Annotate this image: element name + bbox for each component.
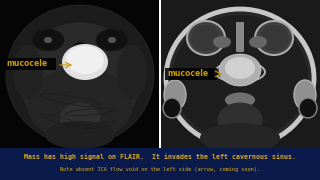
Ellipse shape <box>294 80 316 110</box>
Ellipse shape <box>117 44 147 100</box>
Text: mucocele: mucocele <box>167 69 208 78</box>
Bar <box>159 0 161 148</box>
Ellipse shape <box>96 29 128 51</box>
Ellipse shape <box>28 68 132 143</box>
Ellipse shape <box>71 42 89 62</box>
Ellipse shape <box>249 36 267 48</box>
Ellipse shape <box>32 29 64 51</box>
Ellipse shape <box>259 25 289 51</box>
Ellipse shape <box>166 9 314 147</box>
Ellipse shape <box>225 93 255 107</box>
Ellipse shape <box>60 103 100 133</box>
Ellipse shape <box>163 98 181 118</box>
Ellipse shape <box>213 36 231 48</box>
Bar <box>0 148 320 180</box>
Ellipse shape <box>62 44 108 80</box>
Ellipse shape <box>164 80 186 110</box>
Text: Note absent ICA flow void on the left side (arrow, coming soon).: Note absent ICA flow void on the left si… <box>60 168 260 172</box>
Bar <box>236 22 244 52</box>
Text: Mass has high signal on FLAIR.  It invades the left cavernous sinus.: Mass has high signal on FLAIR. It invade… <box>24 154 296 160</box>
Ellipse shape <box>218 102 262 138</box>
Ellipse shape <box>187 21 225 55</box>
Bar <box>4 58 56 70</box>
Ellipse shape <box>200 123 280 153</box>
Ellipse shape <box>219 54 261 86</box>
Ellipse shape <box>13 44 43 100</box>
Ellipse shape <box>191 25 221 51</box>
Ellipse shape <box>20 22 140 138</box>
Ellipse shape <box>225 57 255 79</box>
Ellipse shape <box>44 37 52 43</box>
Bar <box>165 68 217 80</box>
Ellipse shape <box>66 46 104 74</box>
Text: mucocele: mucocele <box>6 60 47 69</box>
Bar <box>0 0 160 148</box>
Ellipse shape <box>172 15 308 141</box>
Ellipse shape <box>299 98 317 118</box>
Ellipse shape <box>6 5 154 145</box>
Ellipse shape <box>108 37 116 43</box>
Ellipse shape <box>45 121 115 149</box>
Bar <box>160 0 320 148</box>
Ellipse shape <box>255 21 293 55</box>
